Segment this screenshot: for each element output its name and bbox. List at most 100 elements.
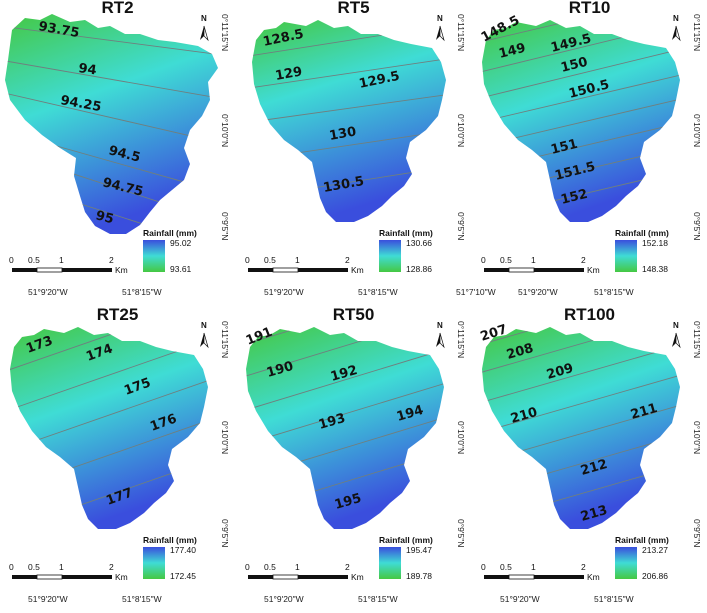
legend-min: 128.86 bbox=[406, 264, 432, 274]
scale-bar bbox=[12, 574, 112, 580]
panel-title: RT100 bbox=[563, 305, 616, 324]
lat-label: 0°11'15"N bbox=[220, 321, 230, 359]
map-panel-rt50: RT50 191 190 192 193 bbox=[236, 305, 471, 613]
map-panel-rt100: RT100 207 208 209 21 bbox=[472, 305, 707, 613]
scale-label: 0.5 bbox=[28, 255, 40, 265]
scale-label: 0.5 bbox=[264, 255, 276, 265]
watershed-outline bbox=[482, 327, 680, 529]
lat-label: 0°10'0"N bbox=[456, 114, 466, 148]
lat-label: 0°10'0"N bbox=[220, 114, 230, 148]
panel-title: RT2 bbox=[101, 0, 134, 17]
contour-line bbox=[482, 20, 680, 45]
panel-title: RT25 bbox=[96, 305, 139, 324]
north-arrow-icon bbox=[436, 332, 445, 349]
lat-label: 0°10'0"N bbox=[456, 421, 466, 455]
north-label: N bbox=[437, 321, 443, 330]
watershed-outline bbox=[10, 327, 208, 529]
scale-unit: Km bbox=[351, 572, 364, 582]
contour-label: 213 bbox=[579, 503, 609, 525]
rainfall-map: 173 174 175 176 177 bbox=[10, 327, 209, 580]
contour-line bbox=[252, 91, 446, 125]
contour-line bbox=[482, 327, 680, 376]
contour-label: 130.5 bbox=[322, 174, 365, 196]
contour-line bbox=[246, 376, 444, 448]
lon-label: 51°8'15"W bbox=[594, 287, 634, 297]
contour-label: 211 bbox=[629, 401, 659, 423]
contour-label: 94 bbox=[77, 61, 97, 78]
legend-max: 130.66 bbox=[406, 238, 432, 248]
lon-label: 51°9'20"W bbox=[264, 594, 304, 604]
scale-unit: Km bbox=[115, 572, 128, 582]
contour-line bbox=[252, 55, 446, 91]
scale-label: 1 bbox=[59, 562, 64, 572]
lon-label: 51°7'10"W bbox=[456, 287, 496, 297]
contour-label: 95 bbox=[94, 208, 115, 227]
north-arrow-icon bbox=[436, 25, 445, 42]
lat-label: 0°11'15"N bbox=[692, 321, 702, 359]
legend-color-ramp bbox=[379, 547, 401, 579]
lat-label: 0°11'15"N bbox=[220, 14, 230, 52]
scale-unit: Km bbox=[587, 572, 600, 582]
legend-title: Rainfall (mm) bbox=[143, 228, 197, 238]
lon-label: 51°8'15"W bbox=[122, 594, 162, 604]
legend-title: Rainfall (mm) bbox=[615, 228, 669, 238]
legend-max: 195.47 bbox=[406, 545, 432, 555]
scale-bar bbox=[484, 574, 584, 580]
north-arrow-icon bbox=[200, 25, 209, 42]
lon-label: 51°9'20"W bbox=[500, 594, 540, 604]
panel-title: RT50 bbox=[332, 305, 375, 324]
watershed-outline bbox=[5, 14, 218, 234]
watershed-outline bbox=[482, 20, 680, 222]
north-label: N bbox=[437, 14, 443, 23]
north-arrow-icon bbox=[200, 332, 209, 349]
rainfall-map: 207 208 209 210 211 212 213 bbox=[479, 322, 681, 580]
scale-bar bbox=[248, 574, 348, 580]
contour-label: 210 bbox=[509, 405, 539, 427]
rainfall-map: 191 190 192 193 194 195 bbox=[244, 325, 445, 580]
lat-label: 0°9'5"N bbox=[220, 519, 230, 548]
panel-title: RT5 bbox=[337, 0, 370, 17]
lon-label: 51°8'15"W bbox=[122, 287, 162, 297]
legend-title: Rainfall (mm) bbox=[615, 535, 669, 545]
rainfall-map: 93.75 94 94.25 94.5 94.75 95 bbox=[5, 14, 218, 273]
lat-label: 0°10'0"N bbox=[692, 114, 702, 148]
lon-label: 51°9'20"W bbox=[28, 287, 68, 297]
lon-label: 51°9'20"W bbox=[264, 287, 304, 297]
contour-label: 212 bbox=[579, 457, 609, 479]
scale-label: 2 bbox=[581, 255, 586, 265]
lon-label: 51°8'15"W bbox=[358, 594, 398, 604]
north-label: N bbox=[673, 14, 679, 23]
scale-label: 0 bbox=[245, 562, 250, 572]
scale-label: 0 bbox=[9, 562, 14, 572]
legend-max: 152.18 bbox=[642, 238, 668, 248]
scale-label: 0.5 bbox=[264, 562, 276, 572]
lat-label: 0°9'5"N bbox=[456, 212, 466, 241]
contour-label: 130 bbox=[328, 124, 357, 143]
scale-label: 0 bbox=[481, 255, 486, 265]
scale-label: 2 bbox=[345, 562, 350, 572]
contour-label: 194 bbox=[395, 403, 425, 425]
legend-title: Rainfall (mm) bbox=[379, 535, 433, 545]
contour-label: 151 bbox=[549, 137, 579, 158]
lat-label: 0°10'0"N bbox=[220, 421, 230, 455]
lat-label: 0°11'15"N bbox=[456, 321, 466, 359]
lat-label: 0°9'5"N bbox=[220, 212, 230, 241]
north-label: N bbox=[201, 14, 207, 23]
contour-label: 149 bbox=[497, 41, 527, 62]
scale-label: 2 bbox=[109, 562, 114, 572]
map-panel-rt25: RT25 173 174 175 176 177 bbox=[0, 305, 235, 613]
scale-bar bbox=[248, 267, 348, 273]
legend-min: 93.61 bbox=[170, 264, 192, 274]
north-label: N bbox=[201, 321, 207, 330]
contour-label: 209 bbox=[545, 361, 575, 383]
scale-label: 2 bbox=[109, 255, 114, 265]
contour-line bbox=[482, 43, 680, 101]
contour-line bbox=[482, 327, 680, 348]
lat-label: 0°10'0"N bbox=[692, 421, 702, 455]
legend-color-ramp bbox=[143, 547, 165, 579]
scale-bar bbox=[12, 267, 112, 273]
legend-max: 213.27 bbox=[642, 545, 668, 555]
legend-color-ramp bbox=[379, 240, 401, 272]
lon-label: 51°8'15"W bbox=[594, 594, 634, 604]
